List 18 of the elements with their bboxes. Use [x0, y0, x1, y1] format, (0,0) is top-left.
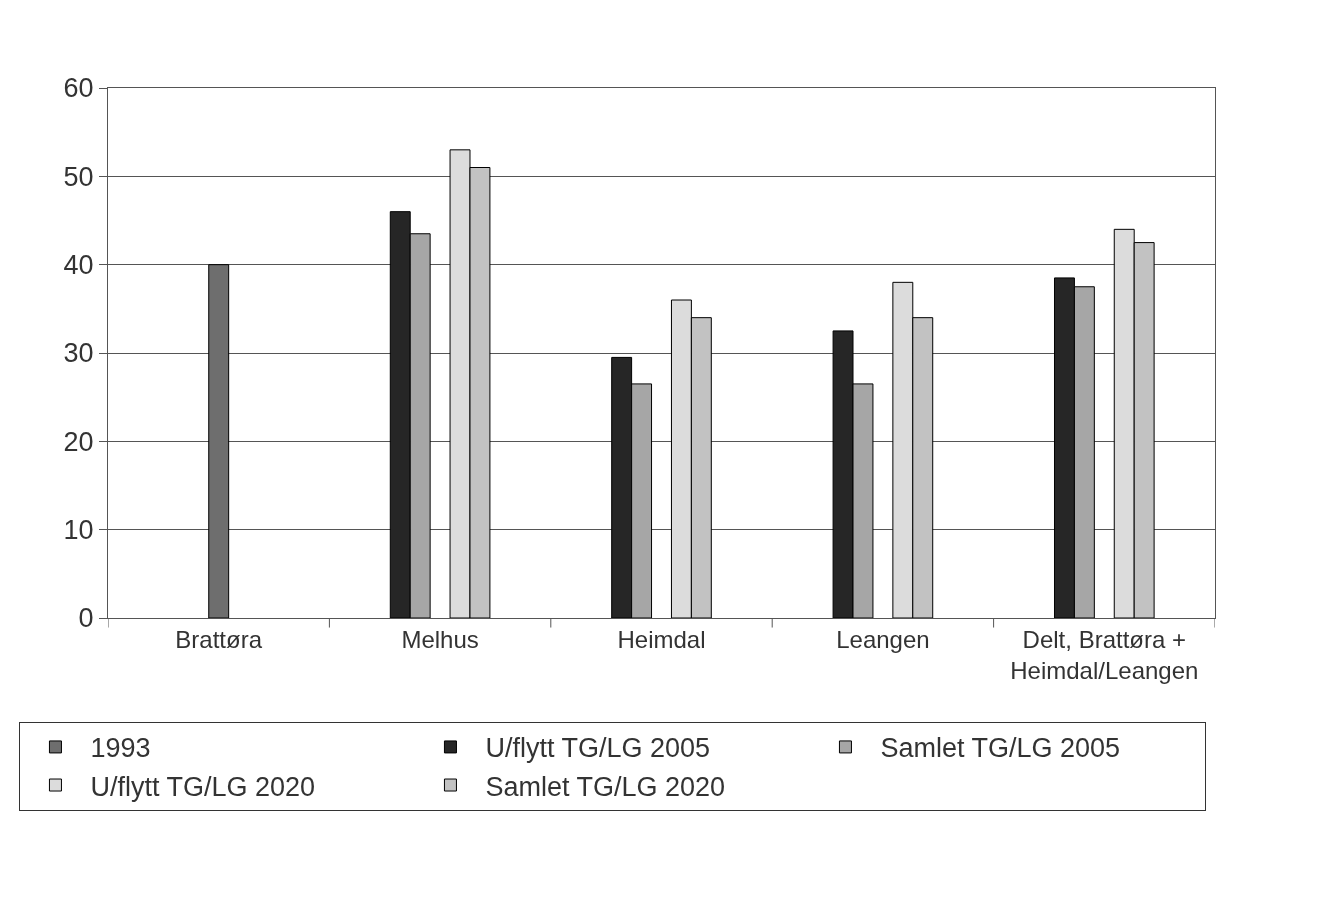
y-tick-label: 0 — [78, 603, 94, 634]
x-tick-label: Melhus — [401, 625, 479, 653]
y-tick-label: 40 — [63, 250, 94, 281]
y-tick-label: 30 — [63, 338, 94, 369]
y-tick-label: 10 — [63, 515, 94, 546]
x-tick-label: Delt, Brattøra + Heimdal/Leangen — [1010, 625, 1199, 684]
legend-label: U/flytt TG/LG 2005 — [485, 733, 711, 764]
x-tick-label: Brattøra — [175, 625, 263, 653]
bar — [208, 264, 230, 618]
legend-label: Samlet TG/LG 2020 — [485, 771, 726, 802]
legend-label: Samlet TG/LG 2005 — [880, 733, 1121, 764]
y-tick-label: 50 — [63, 161, 94, 192]
x-tick-label: Leangen — [836, 625, 930, 653]
y-tick-label: 20 — [63, 426, 94, 457]
legend-label: 1993 — [90, 733, 151, 764]
y-tick-label: 60 — [63, 73, 94, 104]
x-tick-label: Heimdal — [617, 625, 706, 653]
legend-label: U/flytt TG/LG 2020 — [90, 771, 316, 802]
